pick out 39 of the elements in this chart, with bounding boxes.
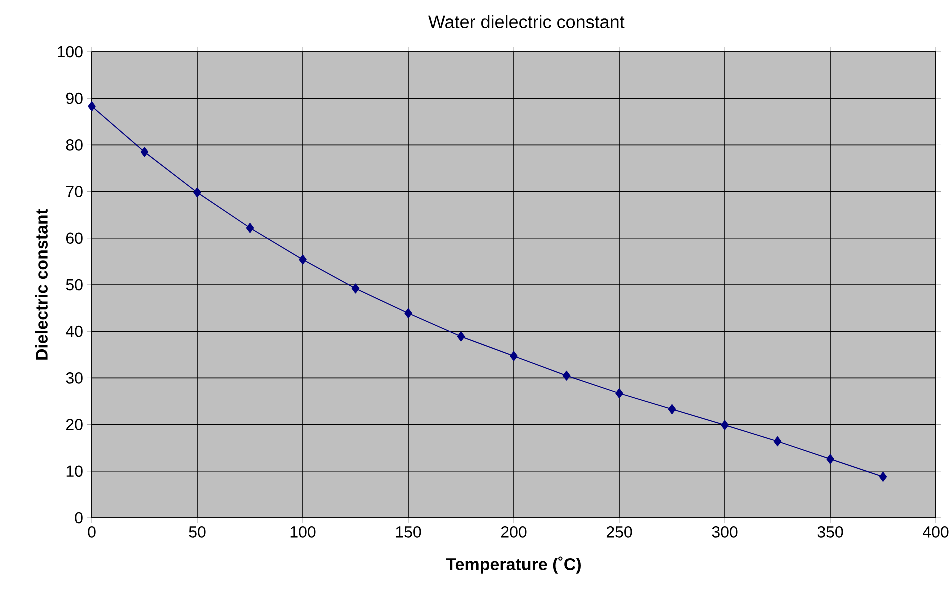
- y-tick-label: 20: [66, 419, 83, 430]
- x-tick-label: 300: [712, 526, 738, 538]
- y-tick-label: 80: [66, 140, 83, 151]
- point: [510, 351, 518, 362]
- point: [774, 436, 782, 447]
- point: [562, 370, 571, 381]
- x-tick-label: 250: [606, 526, 632, 538]
- point: [721, 420, 729, 430]
- y-tick-label: 10: [66, 466, 83, 478]
- point: [246, 223, 254, 234]
- point: [88, 102, 96, 112]
- point: [668, 404, 676, 414]
- y-tick-label: 30: [66, 372, 83, 384]
- x-tick-label: 100: [290, 526, 316, 538]
- y-tick-label: 90: [66, 92, 83, 104]
- x-tick-label: 50: [189, 526, 206, 538]
- point: [457, 332, 466, 342]
- x-tick-label: 150: [396, 526, 422, 538]
- point: [352, 284, 360, 294]
- point: [404, 308, 412, 318]
- point: [140, 147, 149, 158]
- point: [299, 254, 307, 265]
- point: [826, 454, 834, 464]
- y-tick-label: 50: [66, 279, 83, 291]
- x-tick-label: 200: [501, 526, 527, 538]
- y-tick-label: 40: [66, 326, 83, 338]
- y-tick-label: 60: [66, 232, 83, 244]
- x-tick-label: 350: [818, 526, 844, 538]
- point: [616, 388, 624, 399]
- point: [194, 188, 202, 198]
- chart-title: Water dielectric constant: [428, 15, 625, 28]
- point: [879, 472, 888, 482]
- x-tick-label: 0: [88, 526, 96, 538]
- x-tick-label: 400: [923, 526, 949, 538]
- y-axis-title: Dielectric constant: [35, 209, 48, 360]
- y-tick-label: 100: [58, 46, 83, 58]
- y-tick-label: 70: [66, 186, 83, 198]
- x-axis-title: Temperature (˚C): [446, 556, 581, 574]
- y-tick-label: 0: [75, 512, 83, 524]
